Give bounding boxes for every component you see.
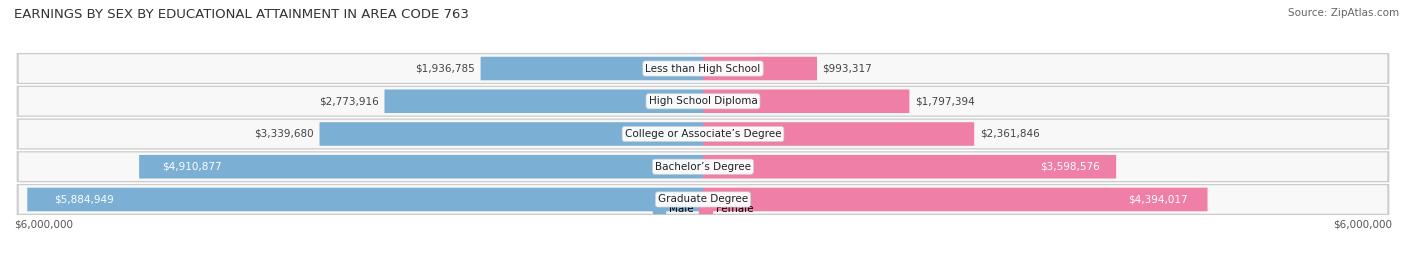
FancyBboxPatch shape — [17, 185, 1389, 214]
Text: $3,339,680: $3,339,680 — [254, 129, 314, 139]
Text: Source: ZipAtlas.com: Source: ZipAtlas.com — [1288, 8, 1399, 18]
FancyBboxPatch shape — [139, 155, 703, 178]
FancyBboxPatch shape — [703, 155, 1116, 178]
Text: $4,394,017: $4,394,017 — [1128, 195, 1187, 204]
FancyBboxPatch shape — [18, 87, 1388, 116]
FancyBboxPatch shape — [703, 122, 974, 146]
FancyBboxPatch shape — [17, 87, 1389, 116]
Text: High School Diploma: High School Diploma — [648, 96, 758, 106]
Text: $5,884,949: $5,884,949 — [55, 195, 114, 204]
FancyBboxPatch shape — [703, 57, 817, 80]
Text: $1,936,785: $1,936,785 — [415, 64, 475, 73]
Text: $2,361,846: $2,361,846 — [980, 129, 1039, 139]
FancyBboxPatch shape — [18, 54, 1388, 83]
Text: $6,000,000: $6,000,000 — [1333, 220, 1392, 230]
FancyBboxPatch shape — [17, 152, 1389, 181]
FancyBboxPatch shape — [18, 185, 1388, 214]
FancyBboxPatch shape — [17, 119, 1389, 149]
FancyBboxPatch shape — [17, 54, 1389, 83]
Text: $993,317: $993,317 — [823, 64, 872, 73]
Legend: Male, Female: Male, Female — [648, 200, 758, 218]
FancyBboxPatch shape — [703, 90, 910, 113]
FancyBboxPatch shape — [319, 122, 703, 146]
Text: $6,000,000: $6,000,000 — [14, 220, 73, 230]
FancyBboxPatch shape — [703, 188, 1208, 211]
Text: $2,773,916: $2,773,916 — [319, 96, 380, 106]
FancyBboxPatch shape — [27, 188, 703, 211]
FancyBboxPatch shape — [384, 90, 703, 113]
Text: EARNINGS BY SEX BY EDUCATIONAL ATTAINMENT IN AREA CODE 763: EARNINGS BY SEX BY EDUCATIONAL ATTAINMEN… — [14, 8, 470, 21]
FancyBboxPatch shape — [481, 57, 703, 80]
Text: Graduate Degree: Graduate Degree — [658, 195, 748, 204]
Text: $1,797,394: $1,797,394 — [915, 96, 974, 106]
Text: $3,598,576: $3,598,576 — [1040, 162, 1099, 172]
Text: College or Associate’s Degree: College or Associate’s Degree — [624, 129, 782, 139]
Text: Bachelor’s Degree: Bachelor’s Degree — [655, 162, 751, 172]
FancyBboxPatch shape — [18, 120, 1388, 148]
Text: Less than High School: Less than High School — [645, 64, 761, 73]
Text: $4,910,877: $4,910,877 — [162, 162, 221, 172]
FancyBboxPatch shape — [18, 152, 1388, 181]
